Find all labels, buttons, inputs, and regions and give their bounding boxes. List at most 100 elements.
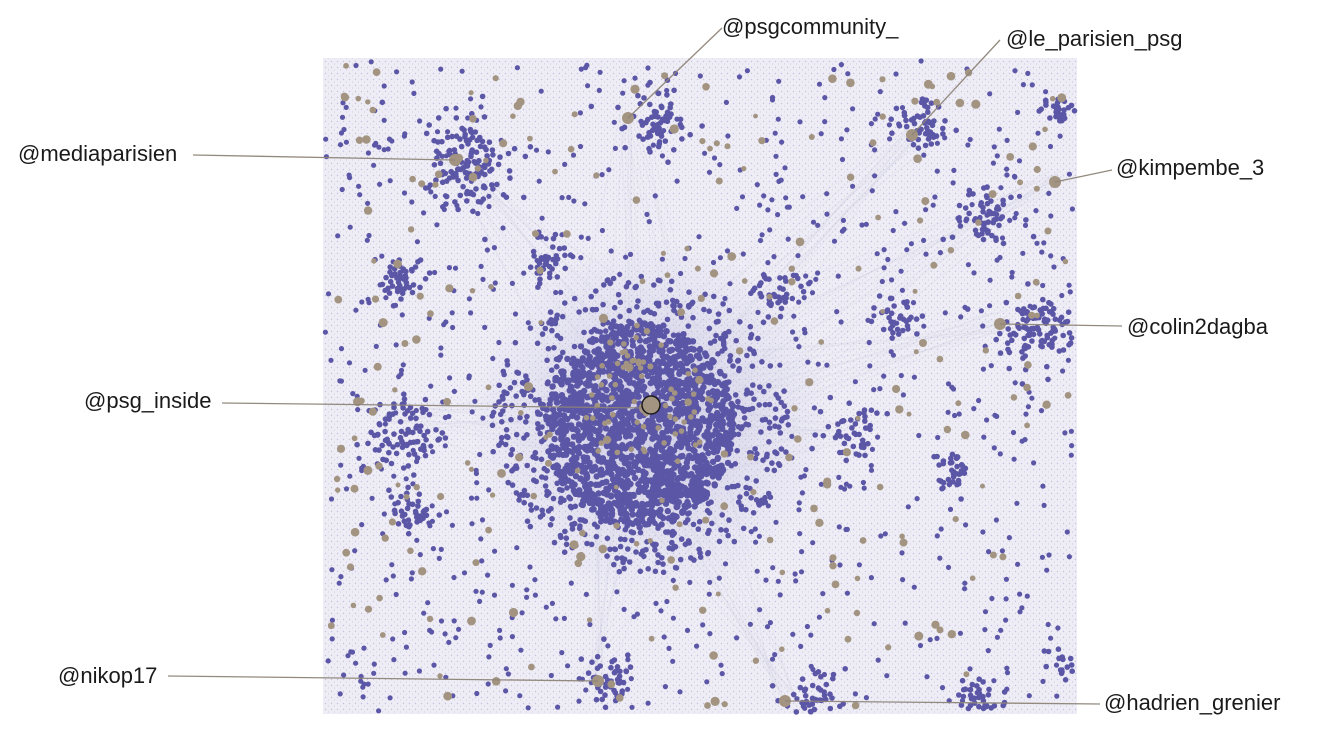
account-node <box>409 570 415 576</box>
account-node <box>741 415 748 421</box>
account-node <box>711 338 718 344</box>
account-node <box>625 498 632 505</box>
account-node <box>1007 332 1013 338</box>
account-node <box>551 539 558 546</box>
hub-node <box>667 413 673 420</box>
hub-node <box>350 602 357 609</box>
hub-node <box>395 482 401 488</box>
account-node <box>349 649 356 655</box>
account-node <box>580 454 587 461</box>
account-node <box>543 260 549 266</box>
account-node <box>1030 325 1037 332</box>
hub-node <box>1014 292 1022 300</box>
account-node <box>1047 143 1054 150</box>
account-node <box>781 388 787 394</box>
account-node <box>394 285 401 292</box>
account-node <box>1044 317 1051 324</box>
account-node <box>903 318 910 325</box>
account-node <box>959 677 966 684</box>
account-node <box>990 160 997 166</box>
account-node <box>592 427 599 435</box>
account-node <box>848 417 854 423</box>
account-node <box>645 566 651 572</box>
account-node <box>751 396 757 403</box>
account-node <box>601 636 607 642</box>
account-node <box>688 301 695 307</box>
account-node <box>993 235 999 241</box>
edge <box>590 412 605 688</box>
account-node <box>499 419 505 425</box>
account-node <box>577 110 584 116</box>
account-node <box>760 272 767 278</box>
account-node <box>650 511 657 518</box>
account-node <box>536 178 542 184</box>
account-node <box>546 490 552 496</box>
account-node <box>598 458 605 465</box>
account-node <box>690 346 698 353</box>
account-node <box>402 511 408 518</box>
account-node <box>527 325 534 331</box>
account-node <box>967 666 973 672</box>
account-node <box>925 128 931 134</box>
account-node <box>856 562 863 568</box>
account-node <box>594 524 601 530</box>
account-node <box>572 368 579 375</box>
account-node <box>599 227 606 234</box>
account-node <box>1016 325 1022 331</box>
account-node <box>736 74 743 80</box>
account-node <box>373 140 379 146</box>
hub-node <box>662 402 669 409</box>
account-node <box>368 59 374 65</box>
account-node <box>486 193 492 199</box>
account-node <box>809 290 816 296</box>
hub-node <box>552 168 558 175</box>
account-node <box>687 353 694 360</box>
label-mediaparisien: @mediaparisien <box>18 141 178 166</box>
account-node <box>934 635 940 642</box>
account-node <box>527 264 534 271</box>
account-node <box>852 691 859 697</box>
account-node <box>325 658 331 664</box>
account-node <box>628 676 634 682</box>
account-node <box>703 352 710 360</box>
account-node <box>671 147 677 153</box>
account-node <box>1021 335 1028 342</box>
account-node <box>799 490 806 496</box>
hub-node <box>758 137 766 145</box>
account-node <box>545 508 552 514</box>
account-node <box>837 562 843 568</box>
account-node <box>404 408 411 414</box>
hub-node <box>363 465 373 475</box>
account-node <box>987 277 993 283</box>
account-node <box>803 467 809 473</box>
account-node <box>561 549 568 555</box>
account-node <box>922 103 928 109</box>
account-node <box>856 410 862 417</box>
account-node <box>1029 395 1035 401</box>
account-node <box>417 428 423 435</box>
account-node <box>376 708 382 714</box>
account-node <box>850 183 856 189</box>
account-node <box>662 138 669 144</box>
hub-node <box>334 295 343 304</box>
account-node <box>1015 109 1021 115</box>
account-node <box>329 567 335 573</box>
account-node <box>576 378 583 385</box>
account-node <box>509 482 516 488</box>
account-node <box>653 463 660 470</box>
hub-node <box>692 367 698 374</box>
account-node <box>1012 332 1019 338</box>
account-node <box>928 141 935 147</box>
account-node <box>894 320 900 326</box>
account-node <box>962 205 969 211</box>
account-node <box>705 423 713 430</box>
account-node <box>764 466 770 473</box>
account-node <box>413 407 419 414</box>
account-node <box>898 372 904 379</box>
account-node <box>585 235 591 241</box>
hub-node <box>355 95 362 102</box>
account-node <box>360 684 366 690</box>
hub-node <box>613 484 619 490</box>
account-node <box>573 414 581 421</box>
account-node <box>982 220 988 227</box>
